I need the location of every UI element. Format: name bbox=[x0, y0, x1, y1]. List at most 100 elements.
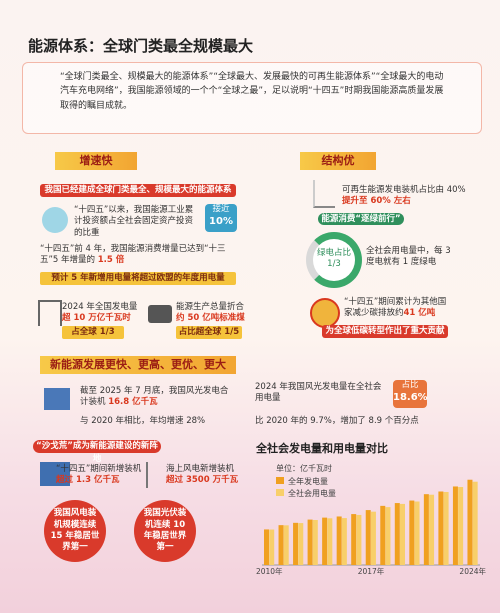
bar bbox=[264, 529, 269, 565]
bar bbox=[298, 523, 304, 565]
tag: 占比超全球 1/5 bbox=[176, 326, 242, 339]
emphasis: 超 10 万亿千瓦时 bbox=[62, 313, 131, 324]
bar bbox=[370, 511, 376, 565]
bar bbox=[283, 525, 289, 565]
donut-value: 1/3 bbox=[327, 259, 341, 270]
forecast: 预计 5 年新增用电量将超过欧盟的年度用电量 bbox=[40, 272, 236, 285]
text: 能源生产总量折合 bbox=[176, 302, 245, 312]
pill: 能源消费“逐绿前行” bbox=[318, 213, 404, 225]
bar bbox=[429, 494, 435, 565]
bar bbox=[414, 501, 420, 565]
bar bbox=[341, 518, 347, 565]
bar bbox=[409, 500, 415, 565]
growth: 与 2020 年相比，年均增速 28% bbox=[80, 416, 206, 426]
bar bbox=[351, 514, 357, 565]
bar bbox=[423, 494, 429, 565]
bar bbox=[467, 479, 473, 565]
compare: 比 2020 年的 9.7%，增加了 8.9 个百分点 bbox=[255, 416, 419, 426]
generation: 2024 年全国发电量超 10 万亿千瓦时 bbox=[62, 302, 142, 325]
icon bbox=[313, 180, 335, 208]
bar bbox=[312, 520, 318, 565]
bar bbox=[365, 510, 371, 565]
donut-label: 绿电占比 bbox=[316, 248, 351, 258]
emphasis: 1.5 倍 bbox=[97, 255, 125, 266]
text: “十四五”期间新增装机 bbox=[56, 464, 142, 474]
badge: 占比 18.6% bbox=[393, 380, 428, 408]
donut: 绿电占比 1/3 bbox=[306, 232, 362, 288]
consumption: “十四五”前 4 年，我国能源消费增量已达到“十三五”5 年增量的 1.5 倍 bbox=[40, 244, 240, 267]
bar bbox=[443, 491, 449, 565]
carbon: “十四五”期间累计为其他国家减少碳排放约41 亿吨 bbox=[344, 297, 454, 320]
emphasis: 提升至 60% 左右 bbox=[342, 196, 411, 207]
x-tick-label: 2017年 bbox=[358, 566, 385, 576]
text: 2024 年全国发电量 bbox=[62, 302, 138, 312]
added: “十四五”期间新增装机 超过 1.3 亿千瓦 bbox=[56, 464, 156, 487]
bar bbox=[472, 481, 478, 565]
bar bbox=[278, 525, 284, 565]
bar bbox=[356, 514, 362, 565]
icon bbox=[146, 462, 168, 488]
icon bbox=[310, 298, 340, 328]
badge: 接近 10% bbox=[205, 204, 237, 232]
badge-top: 占比 bbox=[401, 380, 419, 390]
text: 可再生能源发电装机占比由 40% bbox=[342, 185, 466, 195]
section-heading: 新能源发展更快、更高、更优、更大 bbox=[40, 356, 236, 374]
banner: 我国已经建成全球门类最全、规模最大的能源体系 bbox=[40, 184, 236, 197]
capacity: 截至 2025 年 7 月底，我国风光发电合计装机 16.8 亿千瓦 bbox=[80, 386, 230, 409]
bar bbox=[307, 519, 313, 565]
solar-rank: 我国光伏装机连续 10 年稳居世界第一 bbox=[143, 508, 187, 553]
bar bbox=[327, 518, 333, 565]
intro-box bbox=[22, 62, 482, 134]
x-tick-label: 2010年 bbox=[256, 566, 283, 576]
bar bbox=[394, 503, 400, 565]
icon bbox=[38, 300, 62, 326]
legend-swatch bbox=[276, 477, 284, 484]
icon bbox=[148, 305, 172, 323]
emphasis: 约 50 亿吨标准煤 bbox=[176, 313, 245, 324]
intro: “全球门类最全、规模最大的能源体系”“全球最大、发展最快的可再生能源体系”“全球… bbox=[60, 72, 444, 111]
rank-circle: 我国风电装机规模连续 15 年稳居世界第一 bbox=[44, 500, 106, 562]
rank-circle: 我国光伏装机连续 10 年稳居世界第一 bbox=[134, 500, 196, 562]
section-heading: 结构优 bbox=[300, 152, 376, 170]
bar bbox=[293, 522, 299, 565]
contribution: 为全球低碳转型作出了重大贡献 bbox=[322, 325, 448, 338]
share: 2024 年我国风光发电量在全社会用电量 bbox=[255, 382, 382, 404]
bar bbox=[438, 491, 444, 565]
legend-swatch bbox=[276, 489, 284, 496]
badge-top: 接近 bbox=[212, 204, 230, 214]
investment-text: “十四五”以来，我国能源工业累计投资额占全社会固定资产投资的比重 bbox=[74, 205, 194, 238]
chart-title: 全社会发电量和用电量对比 bbox=[255, 441, 388, 455]
bar bbox=[322, 517, 328, 565]
text: 截至 2025 年 7 月底，我国风光发电合计装机 bbox=[80, 386, 229, 408]
x-tick-label: 2024年 bbox=[459, 566, 486, 576]
bar bbox=[452, 486, 458, 565]
bar bbox=[269, 529, 275, 565]
production: 能源生产总量折合约 50 亿吨标准煤 bbox=[176, 302, 256, 325]
green-text: 全社会用电量中，每 3 度电就有 1 度绿电 bbox=[366, 246, 451, 268]
wind-rank: 我国风电装机规模连续 15 年稳居世界第一 bbox=[50, 508, 100, 553]
unit: 单位：亿千瓦时 bbox=[276, 463, 332, 473]
text: “十四五”期间累计为其他国家减少碳排放约 bbox=[344, 297, 447, 319]
bar bbox=[400, 503, 405, 565]
emphasis: 41 亿吨 bbox=[403, 308, 436, 319]
text: 海上风电新增装机 bbox=[166, 464, 235, 474]
section-heading: 增速快 bbox=[55, 152, 137, 170]
bar bbox=[458, 487, 464, 565]
title: 能源体系：全球门类最全规模最大 bbox=[28, 37, 254, 55]
text: “十四五”前 4 年，我国能源消费增量已达到“十三五”5 年增量的 bbox=[40, 244, 226, 266]
tag: 占全球 1/3 bbox=[62, 326, 124, 339]
icon bbox=[40, 462, 70, 486]
legend-label: 全年发电量 bbox=[288, 476, 328, 486]
emphasis: 超过 1.3 亿千瓦 bbox=[56, 475, 120, 486]
icon bbox=[42, 207, 68, 233]
bar bbox=[380, 505, 386, 565]
emphasis: 超过 3500 万千瓦 bbox=[166, 475, 239, 486]
offshore: 海上风电新增装机 超过 3500 万千瓦 bbox=[166, 464, 252, 487]
bar bbox=[385, 507, 391, 565]
legend-label: 全社会用电量 bbox=[288, 488, 336, 498]
icon bbox=[44, 388, 70, 410]
emphasis: 16.8 亿千瓦 bbox=[108, 397, 158, 408]
pill: “沙戈荒”成为新能源建设的新阵地 bbox=[33, 440, 161, 464]
